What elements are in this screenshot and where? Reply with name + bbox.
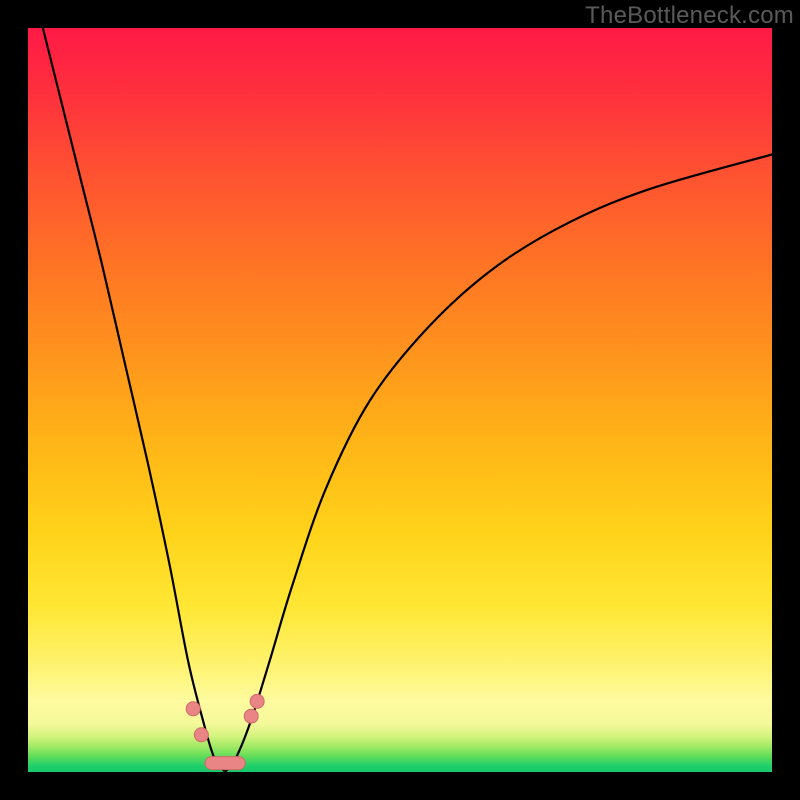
trough-marker <box>250 694 264 708</box>
watermark-text: TheBottleneck.com <box>585 0 800 30</box>
trough-markers <box>186 694 264 769</box>
plot-area <box>28 28 772 772</box>
curve-layer <box>28 28 772 772</box>
trough-marker <box>186 702 200 716</box>
trough-marker <box>244 709 258 723</box>
bottleneck-curve <box>43 28 772 772</box>
trough-bar <box>205 757 245 770</box>
trough-marker <box>194 728 208 742</box>
chart-stage: TheBottleneck.com <box>0 0 800 800</box>
